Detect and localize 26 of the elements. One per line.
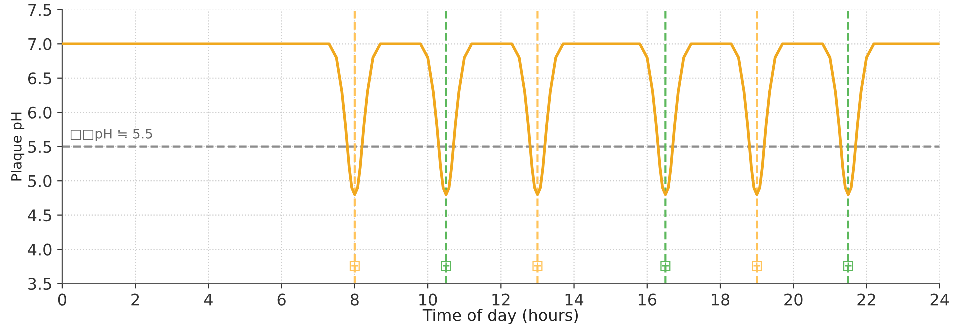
y-tick-label: 6.0 [28, 106, 52, 119]
x-tick-label: 10 [420, 294, 438, 306]
y-tick-label: 6.5 [28, 72, 52, 85]
y-axis-title: Plaque pH [11, 112, 25, 181]
x-tick-label: 22 [858, 294, 876, 306]
x-tick-label: 12 [492, 294, 510, 306]
x-tick-label: 24 [930, 294, 950, 306]
y-tick-label: 5.5 [28, 141, 52, 154]
x-tick-label: 0 [58, 294, 66, 306]
y-tick-label: 4.0 [28, 244, 52, 256]
line-series [62, 42, 940, 196]
x-tick-label: 14 [566, 294, 584, 306]
y-tick-label: 7.5 [28, 4, 52, 16]
x-tick-label: 2 [132, 294, 140, 306]
x-axis-title: Time of day (hours) [422, 308, 578, 324]
y-tick-label: 3.5 [28, 278, 52, 290]
y-tick-label: 7.0 [28, 38, 52, 50]
x-tick-label: 18 [712, 294, 730, 306]
y-tick-label: 5.0 [28, 175, 52, 188]
x-tick-label: 4 [204, 294, 213, 306]
x-tick-label: 16 [638, 294, 657, 306]
ref-line-label: □□pH ≒ 5.5 [70, 129, 152, 142]
x-tick-label: 20 [784, 294, 803, 306]
x-tick-label: 8 [350, 294, 359, 306]
y-tick-label: 4.5 [28, 210, 52, 222]
x-tick-label: 6 [278, 294, 286, 306]
